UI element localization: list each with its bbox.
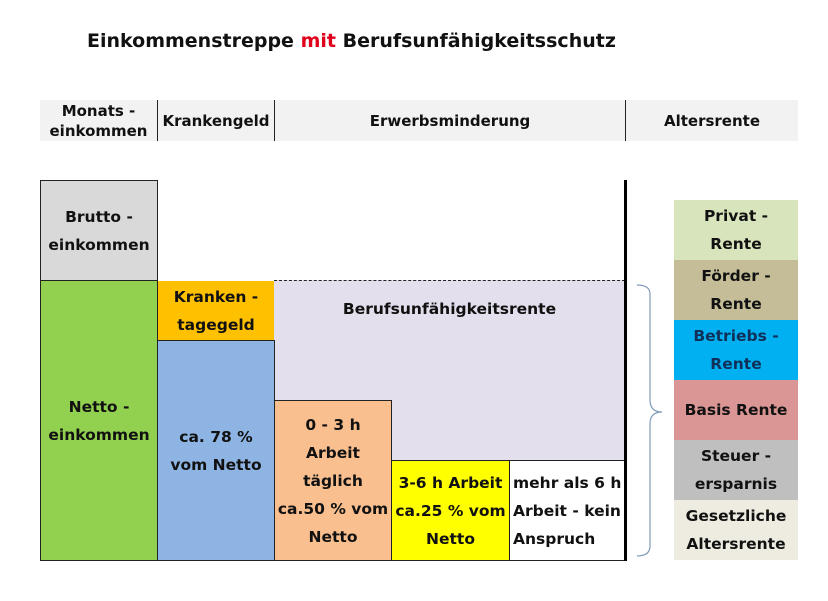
em-0-3h-box: 0 - 3 h Arbeit täglich ca.50 % vom Netto bbox=[274, 400, 392, 561]
rente-item: Privat - Rente bbox=[674, 200, 798, 260]
header-erwerbsminderung: Erwerbsminderung bbox=[274, 100, 625, 141]
title-text: Berufsunfähigkeitsschutz bbox=[335, 30, 616, 52]
rente-item: Basis Rente bbox=[674, 380, 798, 440]
rente-item: Gesetzliche Altersrente bbox=[674, 500, 798, 560]
header-altersrente: Altersrente bbox=[625, 100, 798, 141]
brace-icon bbox=[636, 284, 663, 557]
krankentagegeld-box: Kranken - tagegeld bbox=[158, 281, 274, 340]
header-krankengeld: Krankengeld bbox=[157, 100, 274, 141]
em-3-6h-box: 3-6 h Arbeit ca.25 % vom Netto bbox=[391, 460, 510, 561]
dashed-line bbox=[274, 280, 625, 281]
brutto-box: Brutto - einkommen bbox=[40, 180, 158, 281]
rente-item: Betriebs - Rente bbox=[674, 320, 798, 380]
rente-item: Steuer - ersparnis bbox=[674, 440, 798, 500]
altersrente-stack: Privat - Rente Förder - Rente Betriebs - R… bbox=[674, 200, 798, 560]
diagram-title: Einkommenstreppe mit Berufsunfähigkeitss… bbox=[87, 30, 616, 52]
netto-box: Netto - einkommen bbox=[40, 280, 158, 561]
krankengeld-box: ca. 78 % vom Netto bbox=[157, 340, 275, 561]
em-6h-box: mehr als 6 h Arbeit - kein Anspruch bbox=[509, 460, 626, 561]
header-monatseinkommen: Monats - einkommen bbox=[40, 100, 157, 141]
divider-line bbox=[624, 180, 627, 561]
title-highlight: mit bbox=[300, 30, 336, 52]
rente-item: Förder - Rente bbox=[674, 260, 798, 320]
title-text: Einkommenstreppe bbox=[87, 30, 301, 52]
